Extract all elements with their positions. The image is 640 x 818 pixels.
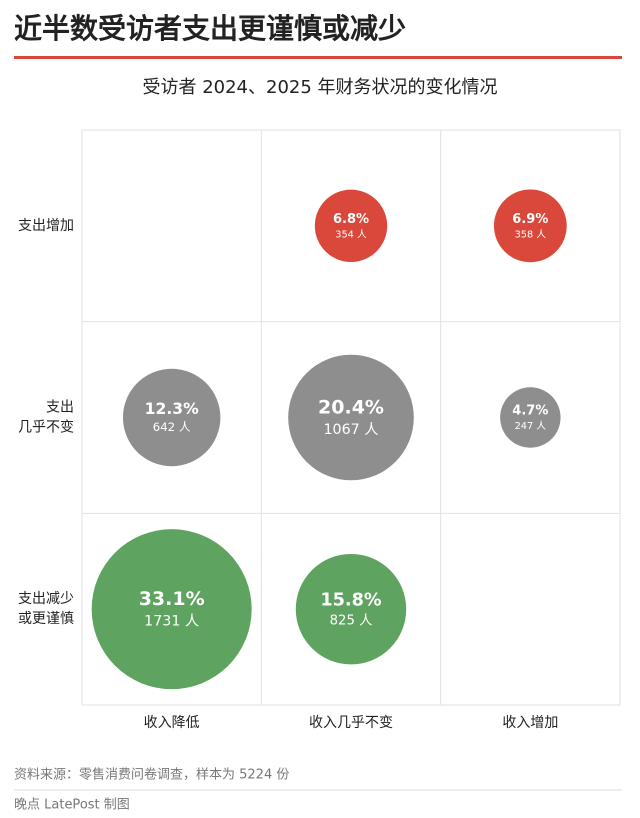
y-category-label: 支出 bbox=[46, 400, 74, 416]
x-category-label: 收入增加 bbox=[502, 715, 558, 731]
y-category-label: 支出增加 bbox=[18, 218, 74, 234]
bubble bbox=[500, 387, 561, 448]
bubble bbox=[314, 189, 388, 263]
y-category-label: 几乎不变 bbox=[18, 420, 74, 436]
count-label: 825 人 bbox=[330, 613, 373, 629]
bubble bbox=[493, 189, 567, 263]
y-category-label: 或更谨慎 bbox=[18, 611, 74, 627]
chart-title: 近半数受访者支出更谨慎或减少 bbox=[14, 12, 406, 45]
source: 资料来源：零售消费问卷调查，样本为 5224 份 bbox=[14, 767, 289, 783]
title-rule bbox=[14, 56, 622, 59]
count-label: 1067 人 bbox=[323, 422, 378, 438]
value-label: 6.9% bbox=[512, 212, 548, 227]
value-label: 12.3% bbox=[145, 400, 199, 418]
count-label: 642 人 bbox=[153, 420, 191, 434]
value-label: 4.7% bbox=[512, 404, 548, 419]
count-label: 247 人 bbox=[515, 420, 547, 432]
value-label: 20.4% bbox=[318, 397, 384, 419]
count-label: 354 人 bbox=[335, 228, 367, 240]
value-label: 15.8% bbox=[320, 590, 382, 610]
y-category-label: 支出减少 bbox=[18, 591, 74, 607]
value-label: 33.1% bbox=[139, 588, 205, 610]
bubble bbox=[288, 354, 414, 481]
bubble bbox=[91, 529, 252, 690]
count-label: 1731 人 bbox=[144, 614, 199, 630]
value-label: 6.8% bbox=[333, 212, 369, 227]
count-label: 358 人 bbox=[515, 228, 547, 240]
bubble bbox=[295, 553, 407, 665]
x-category-label: 收入降低 bbox=[144, 715, 200, 731]
x-category-label: 收入几乎不变 bbox=[309, 715, 393, 731]
bubble bbox=[122, 368, 221, 467]
chart-subtitle: 受访者 2024、2025 年财务状况的变化情况 bbox=[142, 77, 497, 98]
credit: 晚点 LatePost 制图 bbox=[14, 798, 130, 813]
